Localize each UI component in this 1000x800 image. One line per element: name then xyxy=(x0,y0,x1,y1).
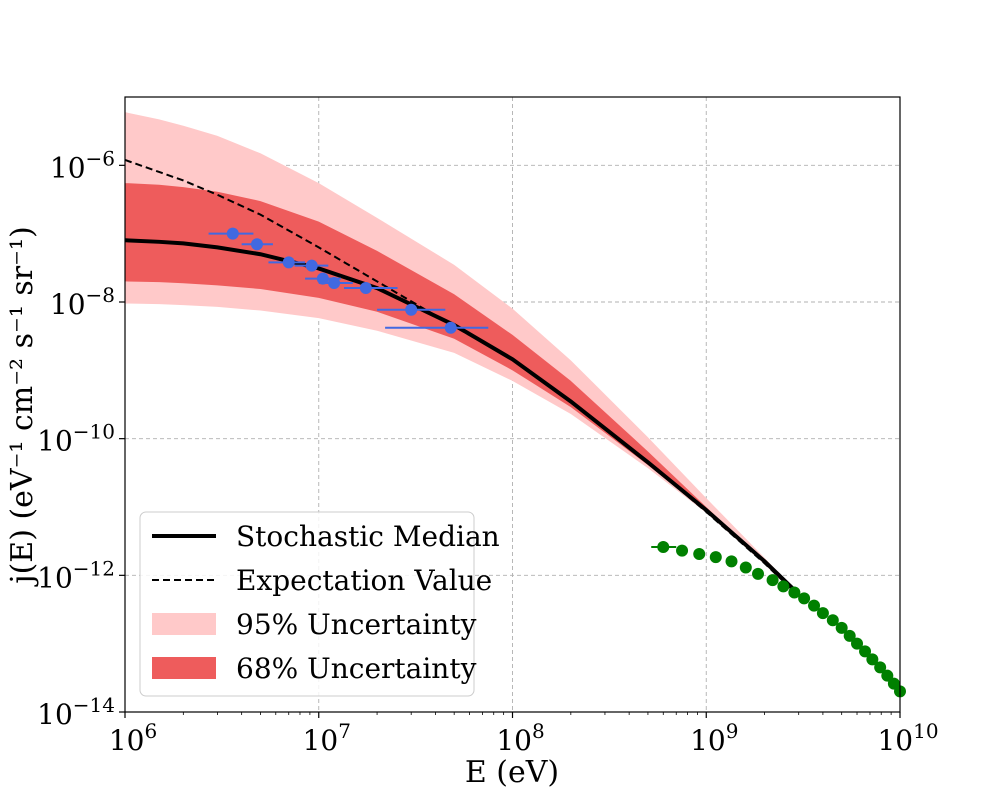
x-axis-label: E (eV) xyxy=(465,755,559,790)
legend-swatch-68-uncertainty xyxy=(152,657,216,679)
blue-data-point xyxy=(328,276,341,289)
x-tick-label: 107 xyxy=(303,719,351,757)
green-data-point xyxy=(752,567,765,580)
green-data-point xyxy=(766,574,779,587)
green-data-point xyxy=(798,592,811,605)
green-data-point xyxy=(851,637,864,650)
green-data-point xyxy=(693,548,706,561)
legend-swatch-95-uncertainty xyxy=(152,613,216,635)
legend-label-expectation-value: Expectation Value xyxy=(236,564,492,597)
legend-label-68-uncertainty: 68% Uncertainty xyxy=(236,652,477,685)
blue-data-point xyxy=(226,227,239,240)
green-data-point xyxy=(826,614,839,627)
green-data-point xyxy=(788,586,801,599)
green-data-point xyxy=(808,599,821,612)
x-tick-label: 108 xyxy=(496,719,544,757)
green-data-point xyxy=(866,653,879,666)
green-data-point xyxy=(676,544,689,557)
green-data-point xyxy=(739,561,752,574)
y-tick-label: 10−10 xyxy=(37,420,115,458)
green-data-point xyxy=(657,540,670,553)
green-data-point xyxy=(835,621,848,634)
x-tick-label: 1010 xyxy=(877,719,938,757)
blue-data-point xyxy=(305,259,318,272)
green-data-point xyxy=(725,555,738,568)
blue-data-point xyxy=(282,256,295,269)
green-data-point xyxy=(843,629,856,642)
green-data-point xyxy=(881,669,894,682)
green-data-point xyxy=(709,551,722,564)
blue-data-point xyxy=(405,303,418,316)
blue-data-point xyxy=(444,321,457,334)
blue-data-point xyxy=(359,282,372,295)
y-tick-label: 10−8 xyxy=(50,283,115,321)
blue-data-point xyxy=(250,238,263,251)
green-data-point xyxy=(874,661,887,674)
y-axis-label: j(E) (eV⁻¹ cm⁻² s⁻¹ sr⁻¹) xyxy=(5,226,40,586)
green-data-point xyxy=(777,580,790,593)
x-tick-label: 109 xyxy=(690,719,738,757)
legend-label-stochastic-median: Stochastic Median xyxy=(236,520,500,553)
legend-label-95-uncertainty: 95% Uncertainty xyxy=(236,608,477,641)
blue-data-point xyxy=(316,272,329,285)
x-tick-label: 106 xyxy=(109,719,157,757)
axis-ticks: 106 107 108 109 1010 10−14 10−12 10−10 10−8 10−6 xyxy=(37,146,938,757)
legend: Stochastic Median Expectation Value 95% Un… xyxy=(139,511,500,697)
green-data-point xyxy=(816,607,829,620)
data-points xyxy=(208,227,906,698)
y-tick-label: 10−14 xyxy=(37,693,115,731)
band-68-uncertainty xyxy=(125,183,799,597)
y-tick-label: 10−6 xyxy=(50,146,115,184)
green-data-point xyxy=(859,645,872,658)
expectation-value-line xyxy=(125,158,800,597)
y-tick-label: 10−12 xyxy=(37,556,115,594)
legend-box xyxy=(139,511,475,697)
